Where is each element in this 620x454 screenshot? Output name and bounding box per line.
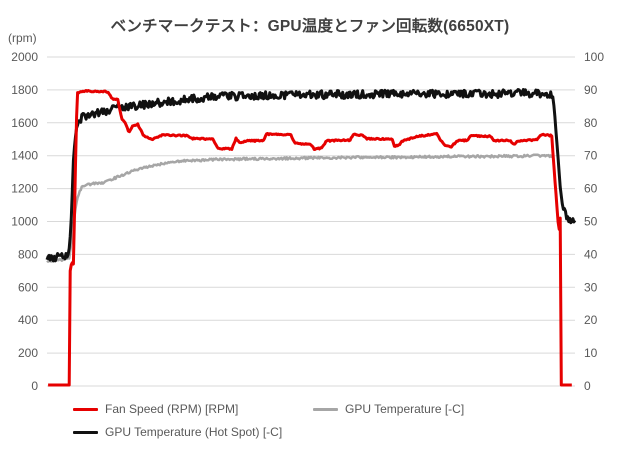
y-left-tick-label: 1000 <box>11 215 38 229</box>
y-left-tick-label: 0 <box>31 379 38 393</box>
legend-swatch-fan-speed-rpm-rpm <box>73 407 98 411</box>
y-right-tick-label: 40 <box>584 247 598 261</box>
y-left-tick-label: 1800 <box>11 83 38 97</box>
y-right-tick-label: 10 <box>584 346 598 360</box>
y-right-tick-label: 0 <box>584 379 591 393</box>
legend-swatch-gpu-temperature-c <box>313 407 338 411</box>
y-right-tick-label: 100 <box>584 50 604 64</box>
y-right-tick-label: 70 <box>584 149 598 163</box>
plot-svg: 2000180016001400120010008006004002000100… <box>11 50 604 393</box>
legend-swatch-gpu-temperature-hot-spot-c <box>73 430 98 434</box>
legend-label-gpu-temperature-hot-spot-c: GPU Temperature (Hot Spot) [-C] <box>105 425 283 439</box>
y-left-tick-label: 1400 <box>11 149 38 163</box>
legend-item-gpu-temperature-c: GPU Temperature [-C] <box>313 402 464 416</box>
y-right-tick-label: 60 <box>584 182 598 196</box>
legend-label-gpu-temperature-c: GPU Temperature [-C] <box>345 402 465 416</box>
y-left-tick-label: 600 <box>18 280 38 294</box>
series-line-gpu-temperature-hot-spot-c <box>45 88 577 263</box>
series-line-gpu-temperature-c <box>46 153 554 263</box>
y-right-tick-label: 90 <box>584 83 598 97</box>
legend-item-gpu-temperature-hot-spot-c: GPU Temperature (Hot Spot) [-C] <box>73 425 313 439</box>
y-left-tick-label: 200 <box>18 346 38 360</box>
y-right-tick-label: 30 <box>584 280 598 294</box>
y-left-axis-unit-label: (rpm) <box>8 31 37 45</box>
y-right-tick-label: 80 <box>584 116 598 130</box>
series-line-fan-speed-rpm-rpm <box>47 89 573 387</box>
y-left-tick-label: 800 <box>18 247 38 261</box>
legend: Fan Speed (RPM) [RPM] GPU Temperature [-C… <box>73 402 464 439</box>
y-left-tick-label: 2000 <box>11 50 38 64</box>
legend-label-fan-speed-rpm-rpm: Fan Speed (RPM) [RPM] <box>105 402 239 416</box>
chart-title: ベンチマークテスト：GPU温度とファン回転数(6650XT) <box>110 18 510 35</box>
legend-item-fan-speed-rpm-rpm: Fan Speed (RPM) [RPM] <box>73 402 313 416</box>
y-right-tick-label: 20 <box>584 313 598 327</box>
y-right-tick-label: 50 <box>584 215 598 229</box>
y-left-tick-label: 1200 <box>11 182 38 196</box>
y-left-tick-label: 1600 <box>11 116 38 130</box>
y-left-tick-label: 400 <box>18 313 38 327</box>
